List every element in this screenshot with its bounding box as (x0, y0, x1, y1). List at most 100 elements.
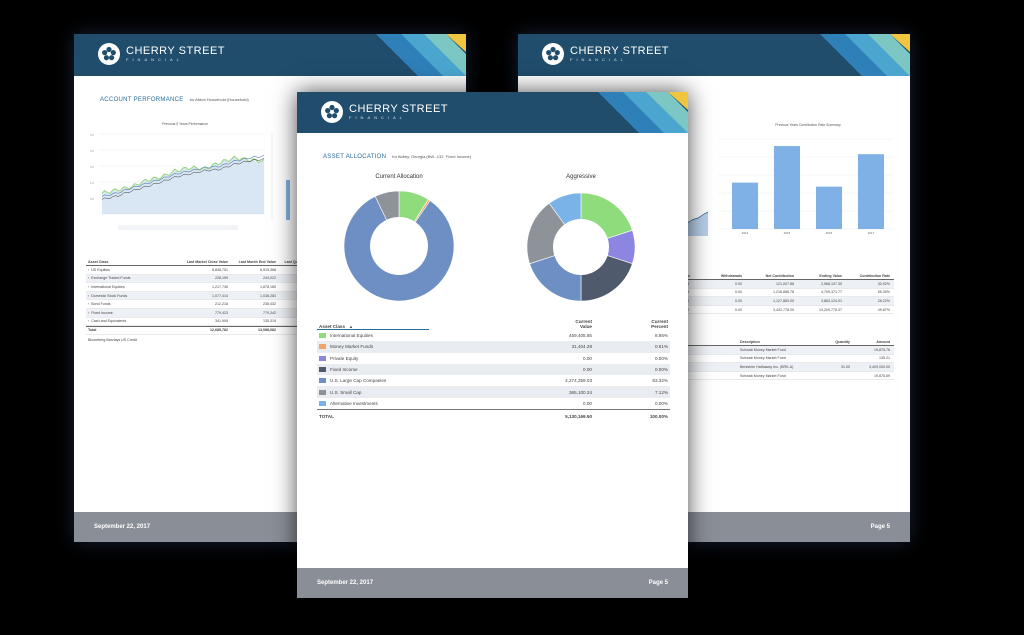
table-cell: Schwab Money Market Fund (740, 356, 786, 361)
x-tick-label: 2015 (784, 231, 791, 235)
table-cell: ies (680, 365, 738, 369)
legend-swatch (319, 367, 326, 373)
legend-swatch (319, 389, 326, 395)
current-value-cell: 0.00 (583, 355, 592, 361)
expand-chevron-icon[interactable]: › (88, 267, 90, 272)
table-cell: 55.30% (877, 290, 890, 295)
donut-title-current: Current Allocation (375, 174, 423, 180)
table-cell: 31.00 (841, 364, 850, 369)
header-stripes (820, 34, 910, 76)
col-contribution-rate: Contribution Rate (859, 274, 890, 278)
expand-chevron-icon[interactable]: › (88, 319, 90, 324)
x-tick-label: 2017 (868, 231, 875, 235)
footer-date: September 22, 2017 (94, 524, 151, 530)
table-cell: 0.00 (735, 298, 742, 303)
table-cell: 0.00 (735, 281, 742, 286)
col-amount: Amount (876, 340, 890, 344)
table-header-row: Description Quantity Amount (680, 336, 894, 346)
value-cell: 228,199 (215, 276, 228, 281)
asset-class-label: US Equities (91, 267, 110, 272)
col-close-value: Last Market Close Value (186, 260, 228, 264)
current-value-cell: 0.00 (583, 400, 592, 406)
brand-name: CHERRY STREET (349, 103, 449, 115)
table-cell: 0.00 (735, 290, 742, 295)
asset-class-label: U.S. Small Cap (330, 389, 362, 395)
bar (773, 146, 801, 229)
asset-class-cell[interactable]: › Fixed Income (86, 311, 184, 315)
expand-chevron-icon[interactable]: › (88, 310, 90, 315)
table-row: International Equities 459,405.85 8.95% (317, 330, 670, 341)
table-cell: 1,127,883.00 (773, 298, 794, 303)
current-percent-cell: 7.12% (654, 389, 668, 395)
expand-chevron-icon[interactable]: › (88, 293, 90, 298)
brand-logo: CHERRY STREET FINANCIAL (321, 101, 448, 123)
holdings-table: Description Quantity Amount Schwab Money… (680, 336, 894, 381)
asset-class-cell[interactable]: › Domestic Stock Funds (86, 294, 184, 298)
partial-line-chart (686, 211, 708, 236)
table-cell: 3,409,000.00 (869, 364, 890, 369)
bar (815, 186, 843, 229)
value-cell: 238,432 (263, 302, 276, 307)
total-label: TOTAL (319, 413, 334, 419)
x-tick-label: 2014 (742, 231, 749, 235)
aggressive-allocation-donut (526, 192, 636, 302)
value-cell: 1,878,180 (260, 284, 276, 289)
expand-chevron-icon[interactable]: › (88, 284, 90, 289)
security-link[interactable]: Berkshire Hathaway Inc. (BRK-A) (740, 364, 794, 369)
table-cell: 30.92% (877, 281, 890, 286)
svg-text:3.0: 3.0 (90, 149, 94, 153)
asset-class-label: Cash and Equivalents (91, 319, 127, 324)
asset-class-label: Domestic Stock Funds (91, 293, 128, 298)
legend-swatch (319, 355, 326, 361)
expand-chevron-icon[interactable]: › (88, 276, 90, 281)
asset-class-cell[interactable]: › International Equities (86, 285, 184, 289)
col-withdrawals: Withdrawals (720, 274, 742, 278)
brand-subtitle: FINANCIAL (126, 57, 183, 62)
table-row: Schwab Money Market Fund 19,875.76 (680, 346, 894, 355)
asset-class-cell[interactable]: › US Equities (86, 268, 184, 272)
table-cell: 0.00 (735, 307, 742, 312)
legend-swatch (319, 344, 326, 350)
table-row: Fixed Income 0.00 0.00% (317, 363, 670, 376)
footer-page-number: Page 5 (870, 524, 890, 530)
legend-swatch (319, 378, 326, 384)
table-cell: 4,709,371.77 (821, 290, 842, 295)
partial-bar-chart (271, 132, 290, 220)
col-month-end: Last Month End Value (238, 260, 276, 264)
table-cell: 1,216,856.78 (773, 290, 794, 295)
header-stripes (376, 34, 466, 76)
col-description: Description (740, 340, 760, 344)
current-percent-cell: 8.95% (654, 333, 668, 339)
svg-text:1.0: 1.0 (90, 181, 94, 185)
current-value-cell: 4,274,259.03 (565, 378, 592, 384)
table-cell: 3,863,124.01 (821, 298, 842, 303)
col-asset-class[interactable]: Asset Class ▲ (319, 324, 354, 329)
value-cell: 135,319 (263, 319, 276, 324)
asset-class-cell[interactable]: › Bond Funds (86, 302, 184, 306)
table-cell: 135.21 (879, 356, 890, 361)
asset-allocation-table: Asset Class ▲ Current Value Current Percen… (317, 314, 670, 422)
asset-class-cell[interactable]: › Cash and Equivalents (86, 319, 184, 323)
svg-text:4.0: 4.0 (90, 133, 94, 137)
asset-class-cell[interactable]: › Exchange Traded Funds (86, 276, 184, 280)
brand-logo: CHERRY STREET FINANCIAL (98, 43, 225, 65)
asset-class-label: Fixed Income (330, 367, 358, 373)
table-row: Money Market Funds 31,404.28 0.61% (317, 341, 670, 353)
sort-up-icon[interactable]: ▲ (349, 324, 354, 329)
section-title: ACCOUNT PERFORMANCE for Abbot Household (… (100, 97, 249, 103)
value-cell: 244,022 (263, 276, 276, 281)
table-cell: Schwab Money Market Fund (740, 373, 786, 378)
legend-swatch (319, 400, 326, 406)
asset-class-label: Private Equity (330, 355, 359, 361)
page-header: CHERRY STREET FINANCIAL (297, 92, 688, 133)
expand-chevron-icon[interactable]: › (88, 302, 90, 307)
table-row: Schwab Money Market Fund 135.21 (680, 355, 894, 364)
total-label: Total (88, 328, 97, 333)
section-title: ASSET ALLOCATION for Abbey, Georgia (BW--… (323, 154, 472, 160)
table-cell: 28.22% (877, 298, 890, 303)
value-cell: 1,217,746 (212, 284, 228, 289)
current-value-cell: 459,405.85 (569, 333, 592, 339)
